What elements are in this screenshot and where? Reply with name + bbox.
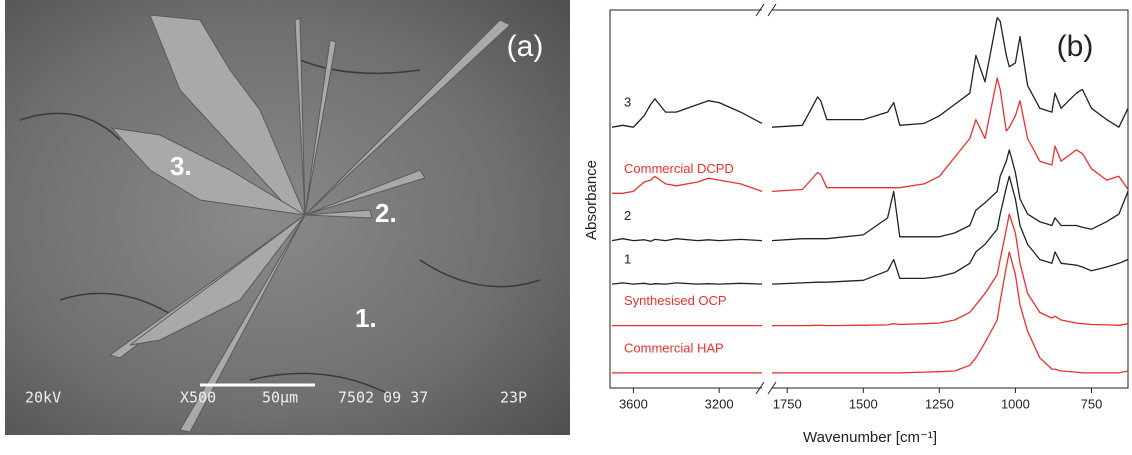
x-tick-label: 750 [1081, 396, 1103, 411]
annotation: 3. [170, 151, 192, 181]
series-label: 2 [624, 208, 631, 223]
chart-frame [609, 3, 1129, 395]
x-tick-label: 1500 [849, 396, 878, 411]
series-label: 3 [624, 95, 631, 110]
series-label: 1 [624, 251, 631, 266]
x-tick-label: 3600 [619, 396, 648, 411]
x-axis-label: Wavenumber [cm⁻¹] [803, 429, 937, 446]
crystals [108, 14, 511, 433]
series-label: Commercial DCPD [624, 161, 734, 176]
spectrum [772, 251, 1129, 374]
annotation: 1. [355, 303, 377, 333]
sem-image: (a) 3. 2. 1. 20kV X500 50µm 7502 09 37 2… [5, 0, 570, 435]
spectrum [771, 77, 1129, 193]
panel-label: (a) [507, 30, 544, 63]
panel-label: (b) [1057, 30, 1094, 63]
y-axis-label: Absorbance [583, 160, 600, 240]
spectrum [771, 149, 1129, 242]
info-text: 7502 09 37 [338, 389, 428, 407]
spectrum [612, 175, 763, 194]
spectrum [772, 213, 1129, 327]
info-text: 23P [500, 389, 527, 407]
spectrum [611, 98, 763, 128]
spectrum [771, 16, 1129, 128]
axes-box [609, 9, 1129, 389]
info-text: 50µm [262, 389, 298, 407]
info-text: 20kV [25, 389, 61, 407]
spectrum [611, 238, 763, 242]
x-tick-label: 3200 [705, 396, 734, 411]
axis-break [755, 3, 777, 395]
spectrum [611, 282, 763, 286]
annotation: 2. [375, 198, 397, 228]
x-tick-label: 1750 [773, 396, 802, 411]
info-text: X500 [180, 389, 216, 407]
series-label: Commercial HAP [624, 340, 724, 355]
spectrum [771, 175, 1129, 285]
x-tick-label: 1000 [1001, 396, 1030, 411]
sem-background [5, 0, 570, 435]
x-tick-label: 1250 [925, 396, 954, 411]
cracks [19, 59, 541, 401]
series-label: Synthesised OCP [624, 293, 727, 308]
